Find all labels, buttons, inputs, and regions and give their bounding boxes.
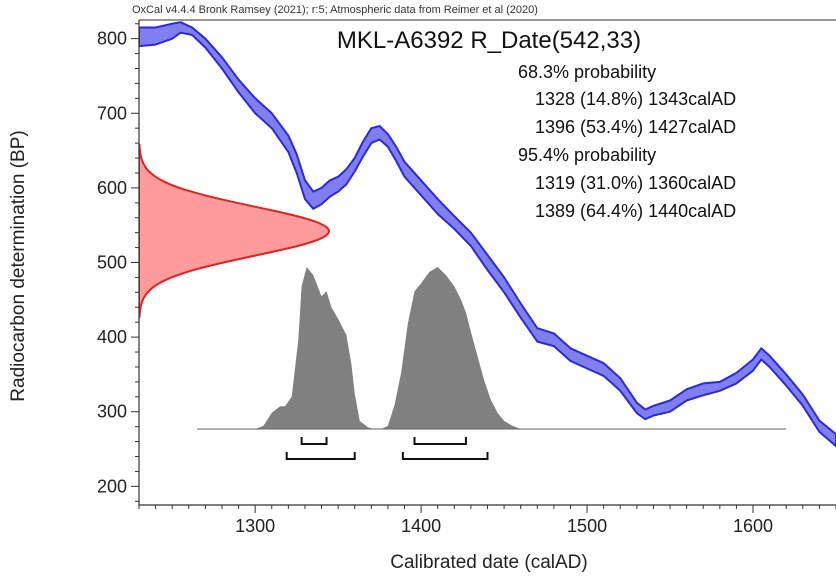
y-tick-label: 800 — [97, 29, 127, 49]
radiocarbon-date-distribution — [139, 144, 331, 320]
x-tick-label: 1300 — [235, 516, 275, 536]
y-tick-label: 600 — [97, 178, 127, 198]
range-68-bracket-1 — [300, 437, 328, 445]
p95-range-2: 1389 (64.4%) 1440calAD — [535, 201, 736, 221]
x-axis-title: Calibrated date (calAD) — [390, 552, 587, 573]
p95-label: 95.4% probability — [518, 145, 656, 165]
range-95-bracket-2 — [401, 452, 489, 460]
p68-range-2: 1396 (53.4%) 1427calAD — [535, 117, 736, 137]
calibration-curve-band — [139, 21, 836, 448]
y-axis-title: Radiocarbon determination (BP) — [8, 130, 29, 401]
posterior-distribution — [197, 267, 787, 429]
oxcal-header: OxCal v4.4.4 Bronk Ramsey (2021); r:5; A… — [132, 4, 538, 16]
y-tick-label: 400 — [97, 327, 127, 347]
p68-label: 68.3% probability — [518, 62, 656, 82]
x-tick-label: 1400 — [401, 516, 441, 536]
plot-content — [139, 21, 836, 460]
y-tick-label: 500 — [97, 253, 127, 273]
plot-area — [139, 21, 836, 460]
y-tick-label: 700 — [97, 103, 127, 123]
y-tick-label: 300 — [97, 402, 127, 422]
axes: 1300 1400 1500 1600 200 300 400 500 600 700 800 — [97, 19, 836, 536]
range-95-bracket-1 — [285, 452, 356, 460]
range-68-bracket-2 — [413, 437, 467, 445]
y-tick-label: 200 — [97, 476, 127, 496]
x-tick-label: 1500 — [567, 516, 607, 536]
x-tick-label: 1600 — [733, 516, 773, 536]
p68-range-1: 1328 (14.8%) 1343calAD — [535, 89, 736, 109]
p95-range-1: 1319 (31.0%) 1360calAD — [535, 173, 736, 193]
chart-title: MKL-A6392 R_Date(542,33) — [337, 27, 641, 54]
